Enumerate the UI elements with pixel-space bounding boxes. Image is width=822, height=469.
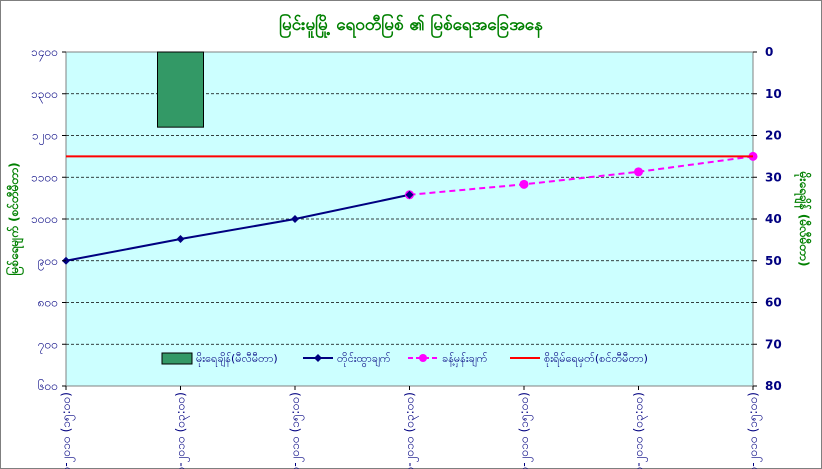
legend-label: တိုင်းထွာချက် xyxy=(337,352,391,367)
x-tick-label: ၁၂-၈-၂၀၁၀ (၁၅:၀၀) xyxy=(288,392,305,469)
chart-title: မြင်းမူမြို့ ရေ၀တီမြစ် ၏ မြစ်ရေအခြေအနေ xyxy=(279,15,543,35)
y-tick-label: ၁၃၀၀ xyxy=(31,87,58,104)
legend-label: စိုးရိမ်ရေမှတ်(စင်တီမီတာ) xyxy=(544,352,648,367)
x-tick-label: ၁၄-၈-၂၀၁၀ (၁၅:၀၀) xyxy=(746,392,763,469)
rainfall-bar xyxy=(157,51,204,128)
legend: မိုးရေချိန်(မီလီမီတာ) တိုင်းထွာချက် ခန့်မှ… xyxy=(150,348,660,367)
x-tick-label: ၁၃-၈-၂၀၁၀ (၀၃:၀၀) xyxy=(403,392,420,469)
legend-label: ခန့်မှန်းချက် xyxy=(442,352,488,367)
series-lines xyxy=(62,151,758,265)
y-tick-label: ၁၄၀၀ xyxy=(31,45,58,62)
legend-swatch-bar xyxy=(161,352,193,365)
y-tick-label: ၈၀၀ xyxy=(38,296,58,310)
observed-point xyxy=(291,215,299,223)
x-tick-label: ၁၂-၈-၂၀၁၀ (၀၃:၀၀) xyxy=(174,392,191,469)
y-tick-label: ၇၀၀ xyxy=(38,337,58,354)
legend-marker xyxy=(314,354,322,362)
legend-box xyxy=(150,348,660,366)
gridlines xyxy=(66,93,753,345)
legend-label: မိုးရေချိန်(မီလီမီတာ) xyxy=(196,352,278,367)
y-tick-label: ၁၁၀၀ xyxy=(31,170,58,184)
y-tick-label: ၁၀၀၀ xyxy=(31,212,58,226)
x-tick-label: ၁၁-၈-၂၀၁၀ (၁၅:၀၀) xyxy=(59,392,76,469)
forecast-line xyxy=(409,155,754,196)
forecast-point xyxy=(519,179,529,189)
y2-tick-label: 50 xyxy=(765,254,782,268)
y2-axis-label: မိုးရေချိန် (မီလီမီတာ) xyxy=(793,171,813,267)
x-axis-ticks: ၁၁-၈-၂၀၁၀ (၁၅:၀၀) ၁၂-၈-၂၀၁၀ (၀၃:၀၀) ၁၂-၈-၂… xyxy=(59,386,763,469)
y2-tick-label: 30 xyxy=(765,170,782,184)
y2-tick-label: 0 xyxy=(765,45,773,59)
y2-tick-label: 60 xyxy=(765,296,782,310)
y2-axis-ticks: 0 10 20 30 40 50 60 70 80 xyxy=(753,45,782,393)
observed-line xyxy=(65,193,410,262)
y-axis-label: မြစ်ရေမျက် (စင်တီမီတာ) xyxy=(4,162,25,275)
y2-tick-label: 40 xyxy=(765,212,782,226)
y2-tick-label: 70 xyxy=(765,337,782,351)
legend-marker xyxy=(419,354,427,362)
y-tick-label: ၆၀၀ xyxy=(38,378,58,393)
observed-point xyxy=(405,190,414,199)
x-tick-label: ၁၄-၈-၂၀၁၀ (၀၃:၀၀) xyxy=(632,392,649,469)
forecast-point xyxy=(634,167,643,177)
y-axis-ticks: ၆၀၀ ၇၀၀ ၈၀၀ ၉၀၀ ၁၀၀၀ ၁၁၀၀ ၁၂၀၀ ၁၃၀၀ ၁၄၀၀ xyxy=(31,45,66,393)
x-tick-label: ၁၃-၈-၂၀၁၀ (၁၅:၀၀) xyxy=(517,392,534,469)
y2-tick-label: 80 xyxy=(765,379,782,393)
y2-tick-label: 20 xyxy=(765,129,782,143)
y-tick-label: ၁၂၀၀ xyxy=(32,129,58,146)
y-tick-label: ၉၀၀ xyxy=(38,254,58,271)
y2-tick-label: 10 xyxy=(765,87,782,101)
bars xyxy=(157,51,204,128)
observed-point xyxy=(176,235,185,244)
